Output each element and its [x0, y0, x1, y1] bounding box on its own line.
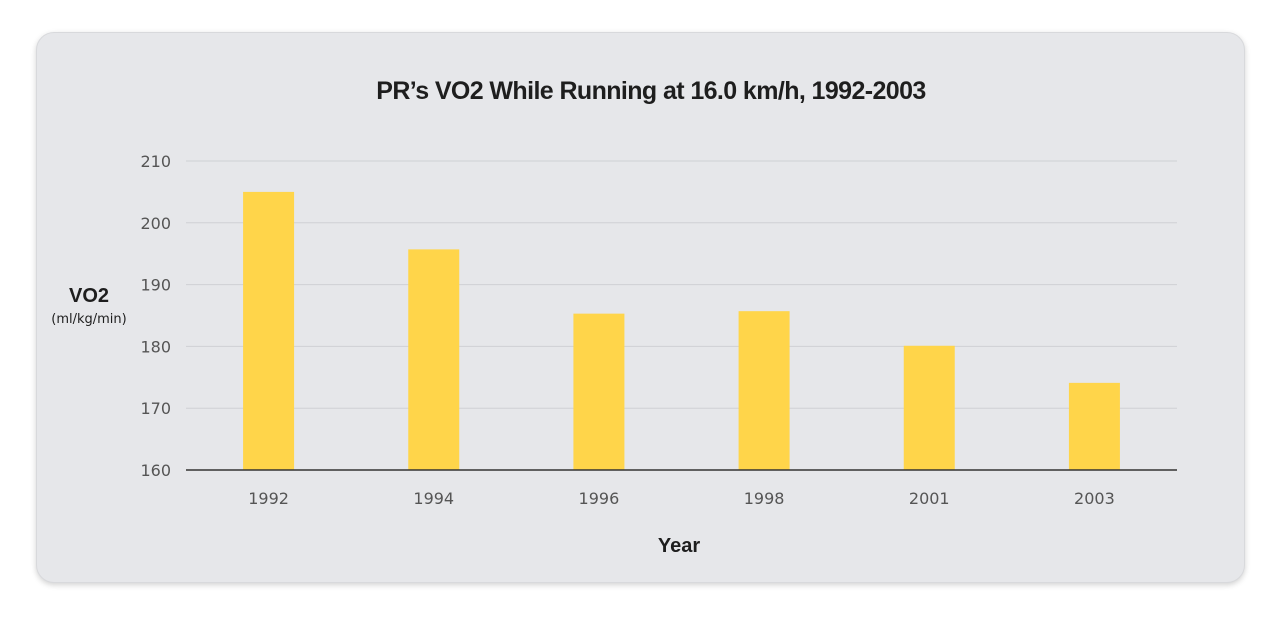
grid-lines — [186, 160, 1177, 409]
x-tick-labels: 1992 1994 1996 1998 2001 2003 — [248, 489, 1115, 508]
bar-1992 — [243, 191, 295, 470]
bar-1998 — [738, 311, 790, 470]
x-tick-label: 2001 — [909, 489, 950, 508]
y-tick-label: 170 — [140, 399, 171, 418]
y-axis-unit: (ml/kg/min) — [51, 312, 126, 327]
y-tick-label: 190 — [140, 276, 171, 295]
chart-title: PR’s VO2 While Running at 16.0 km/h, 199… — [376, 77, 925, 105]
y-tick-label: 200 — [140, 214, 171, 233]
bar-2001 — [903, 345, 955, 470]
x-tick-label: 1994 — [413, 489, 454, 508]
bar-2003 — [1068, 382, 1120, 470]
chart-card — [36, 32, 1245, 583]
x-axis-title: Year — [658, 535, 700, 557]
x-tick-label: 1992 — [248, 489, 289, 508]
y-tick-label: 160 — [140, 461, 171, 480]
y-tick-labels: 160 170 180 190 200 210 — [140, 152, 171, 480]
x-tick-label: 1996 — [579, 489, 620, 508]
x-tick-label: 2003 — [1074, 489, 1115, 508]
bar-1996 — [573, 313, 625, 470]
y-axis-title: VO2 — [69, 285, 109, 307]
y-tick-label: 180 — [140, 337, 171, 356]
bar-1994 — [408, 249, 460, 470]
y-tick-label: 210 — [140, 152, 171, 171]
bars — [243, 191, 1120, 470]
x-tick-label: 1998 — [744, 489, 785, 508]
